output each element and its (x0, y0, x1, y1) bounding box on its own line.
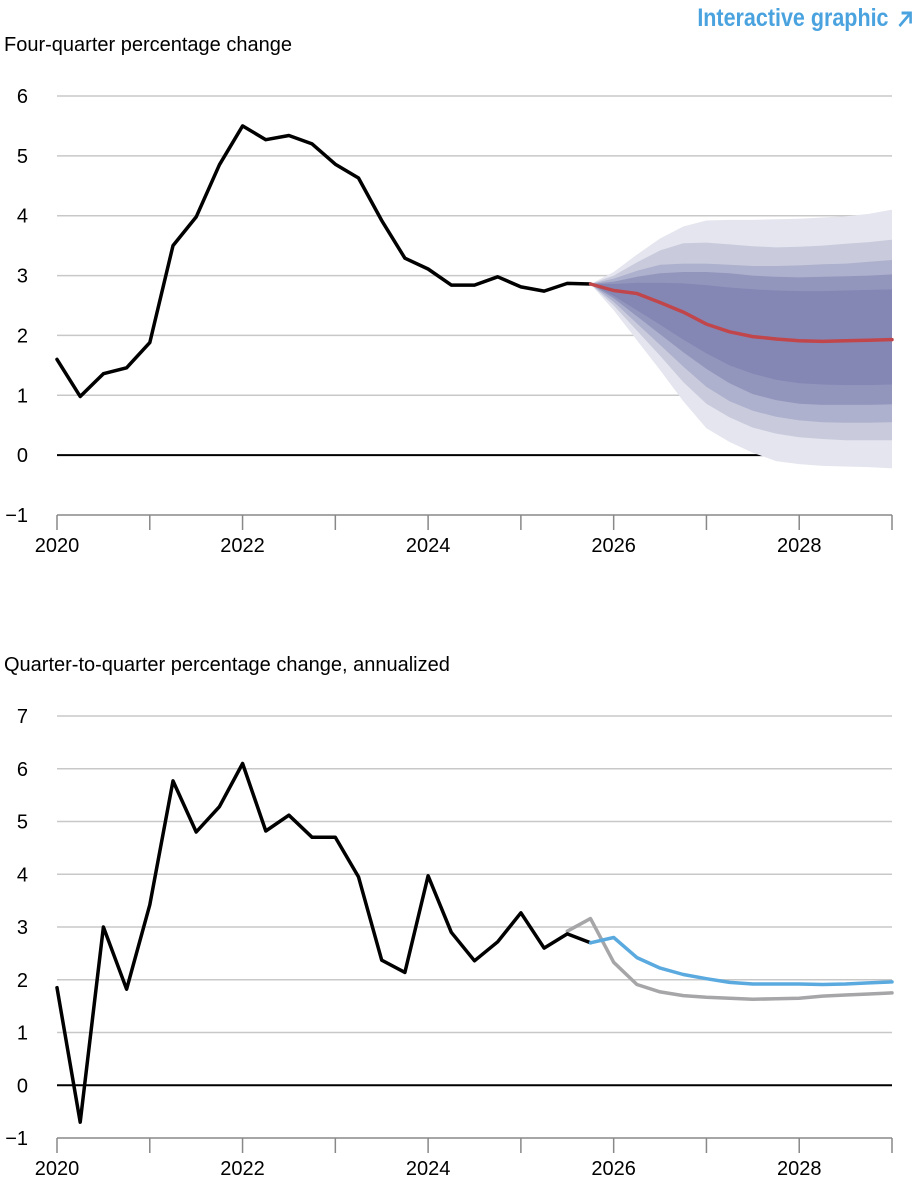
chart2-title: Quarter-to-quarter percentage change, an… (4, 654, 450, 676)
interactive-graphic-link[interactable]: Interactive graphic (697, 4, 914, 33)
y-tick-label: 1 (17, 385, 28, 407)
x-tick-label: 2028 (777, 535, 822, 557)
x-tick-label: 2024 (406, 535, 451, 557)
history-line (55, 124, 593, 399)
y-tick-label: 0 (17, 1075, 28, 1097)
x-tick-label: 2020 (35, 1158, 80, 1180)
y-tick-label: 0 (17, 445, 28, 467)
interactive-graphic-label: Interactive graphic (697, 4, 889, 32)
y-tick-label: 4 (17, 864, 28, 886)
median-forecast-line (588, 282, 894, 344)
y-tick-label: 4 (17, 206, 28, 228)
x-tick-label: 2026 (591, 1158, 636, 1180)
chart1-title: Four-quarter percentage change (4, 34, 292, 56)
y-tick-label: 5 (17, 146, 28, 168)
x-tick-label: 2026 (591, 535, 636, 557)
y-tick-label: 7 (17, 706, 28, 728)
y-tick-label: 5 (17, 812, 28, 834)
y-tick-label: 6 (17, 86, 28, 108)
y-tick-label: −1 (5, 1128, 28, 1150)
y-tick-label: 2 (17, 970, 28, 992)
x-tick-label: 2022 (220, 1158, 265, 1180)
y-tick-label: −1 (5, 505, 28, 527)
y-tick-label: 3 (17, 917, 28, 939)
x-tick-label: 2024 (406, 1158, 451, 1180)
y-tick-label: 2 (17, 325, 28, 347)
y-tick-label: 6 (17, 759, 28, 781)
arrow-up-right-icon (898, 11, 912, 27)
x-tick-label: 2028 (777, 1158, 822, 1180)
previous-forecast-line (565, 916, 894, 1002)
y-tick-label: 1 (17, 1023, 28, 1045)
y-tick-label: 3 (17, 266, 28, 288)
x-tick-label: 2022 (220, 535, 265, 557)
x-tick-label: 2020 (35, 535, 80, 557)
forecast-line (588, 935, 894, 987)
history-line (55, 761, 593, 1124)
four-quarter-chart: −1 0 1 2 3 4 5 6 2020 2022 2024 2026 2028 (5, 86, 894, 557)
